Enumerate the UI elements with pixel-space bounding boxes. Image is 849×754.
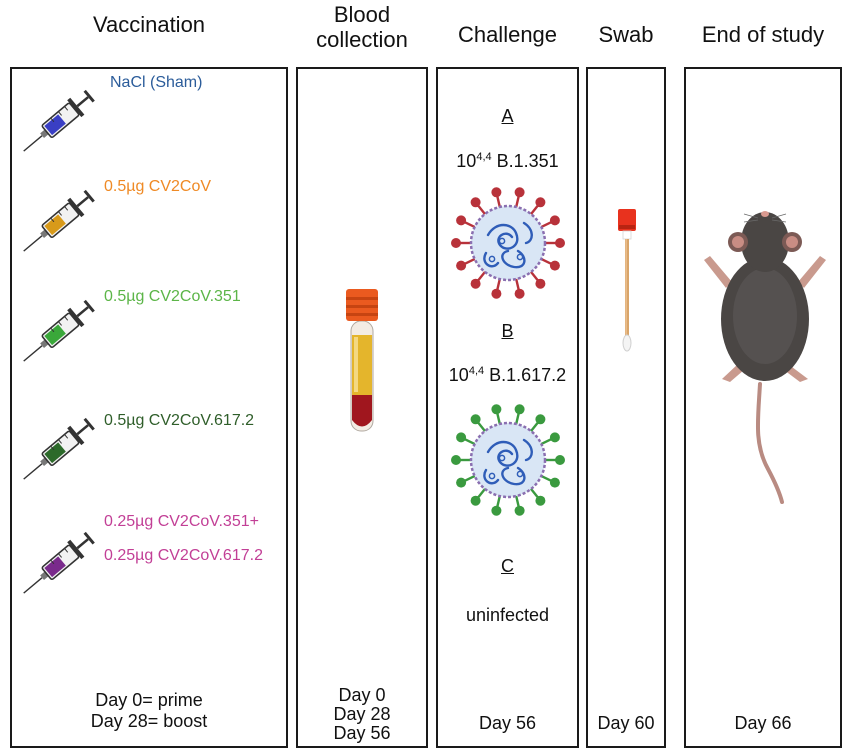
vaccine-group-label: 0.5µg CV2CoV [104,178,212,195]
virus-delta-icon [451,404,565,516]
vaccine-group-label: NaCl (Sham) [110,74,203,91]
vaccination-day-text: Day 0= prime Day 28= boost [12,690,286,732]
mouse-icon [704,211,826,504]
group-b-label: B [501,321,514,341]
vaccine-group-label-line1: 0.25µg CV2CoV.351+ [104,513,259,530]
vaccine-group-label: 0.25µg CV2CoV.351+ 0.25µg CV2CoV.617.2 [104,505,263,573]
swab-day-text: Day 60 [597,713,655,733]
vaccination-day-boost: Day 28= boost [90,711,208,731]
blood-day-28: Day 28 [333,704,391,724]
group-a-dose-base: 10 [456,151,477,171]
header-end-of-study: End of study [701,22,825,47]
end-day-text: Day 66 [734,713,792,733]
group-b-dose: 104,4 B.1.617.2 [438,361,577,386]
header-vaccination: Vaccination [92,12,206,37]
header-blood-line1: Blood [333,2,391,27]
group-c-text: uninfected [465,605,550,625]
syringe-icon [23,531,95,594]
group-a-dose-exp: 4,4 [476,151,492,163]
group-b-dose-exp: 4,4 [468,365,485,377]
swab-panel: Day 60 [586,67,666,748]
vaccination-day-prime: Day 0= prime [95,690,203,710]
blood-collection-panel: Day 0 Day 28 Day 56 [296,67,428,748]
challenge-panel: A 104,4 B.1.351 B 104,4 B.1.617.2 C unin… [436,67,579,748]
vaccine-group-label: 0.5µg CV2CoV.351 [104,288,241,305]
vaccination-panel: NaCl (Sham) 0.5µg CV2CoV 0.5µg CV2CoV.351 0… [10,67,288,748]
syringe-icon [23,189,95,252]
header-blood-line2: collection [316,27,408,52]
group-b-strain: B.1.617.2 [484,365,567,385]
syringe-icon [23,417,95,480]
header-challenge: Challenge [457,22,558,47]
header-swab: Swab [598,22,654,47]
vaccine-group-label: 0.5µg CV2CoV.617.2 [104,412,255,429]
group-a-dose: 104,4 B.1.351 [438,147,577,172]
syringe-icon [23,89,95,152]
blood-day-56: Day 56 [333,723,391,743]
vaccine-group-label-line2: 0.25µg CV2CoV.617.2 [104,547,263,564]
blood-day-0: Day 0 [338,685,386,705]
group-c-label: C [501,556,514,576]
group-b-dose-base: 10 [448,365,469,385]
syringe-icon [23,299,95,362]
virus-beta-icon [451,187,565,299]
blood-tube-icon [346,289,378,432]
header-blood-collection: Blood collection [296,2,428,52]
end-of-study-panel: Day 66 [684,67,842,748]
swab-icon [618,209,636,352]
blood-day-text: Day 0 Day 28 Day 56 [298,686,426,743]
challenge-day-text: Day 56 [478,713,537,733]
group-a-label: A [501,106,514,126]
group-a-strain: B.1.351 [491,151,559,171]
